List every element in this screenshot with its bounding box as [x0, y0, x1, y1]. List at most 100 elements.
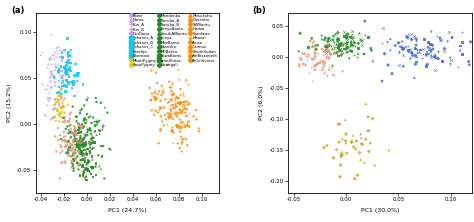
Point	[172, 99, 179, 103]
Point	[195, 129, 203, 133]
Point	[441, 49, 448, 53]
Point	[56, 176, 64, 180]
Point	[72, 151, 79, 155]
Point	[77, 144, 84, 148]
Point	[322, 36, 329, 40]
Point	[353, 139, 360, 143]
Point	[49, 116, 57, 120]
Point	[404, 44, 412, 48]
Point	[75, 125, 82, 129]
Point	[351, 40, 358, 44]
Point	[79, 145, 87, 149]
Point	[342, 141, 350, 145]
Point	[304, 59, 311, 62]
Point	[347, 36, 355, 39]
Point	[296, 64, 303, 68]
Point	[76, 147, 83, 150]
Point	[459, 52, 466, 56]
Point	[336, 122, 344, 126]
Point	[63, 145, 70, 149]
Point	[427, 43, 434, 46]
Point	[409, 38, 416, 42]
Point	[61, 161, 69, 165]
Point	[50, 107, 57, 111]
Point	[84, 147, 91, 151]
Point	[164, 111, 172, 115]
Point	[68, 161, 76, 165]
Point	[65, 139, 73, 143]
Point	[71, 133, 78, 137]
Point	[76, 139, 84, 143]
Point	[55, 67, 63, 71]
Point	[55, 101, 63, 105]
Point	[44, 83, 52, 87]
Point	[48, 73, 56, 77]
Point	[360, 52, 368, 56]
Point	[423, 64, 430, 68]
Point	[414, 51, 421, 54]
Point	[182, 100, 189, 103]
Point	[361, 33, 368, 37]
Point	[410, 77, 418, 80]
Point	[413, 38, 420, 41]
Point	[422, 53, 430, 57]
Point	[157, 127, 164, 131]
Point	[87, 142, 94, 146]
Point	[58, 69, 65, 73]
Point	[165, 100, 173, 104]
Point	[183, 106, 191, 109]
Point	[78, 139, 86, 142]
Point	[327, 67, 335, 70]
Point	[75, 146, 82, 149]
Point	[347, 44, 355, 48]
Point	[329, 156, 337, 160]
Point	[183, 121, 191, 125]
Point	[344, 40, 352, 44]
Point	[367, 47, 374, 50]
Point	[405, 50, 412, 54]
Point	[457, 44, 465, 48]
Point	[64, 61, 72, 65]
Point	[174, 124, 182, 127]
Point	[425, 52, 432, 56]
Point	[80, 141, 88, 145]
Point	[54, 62, 62, 66]
Point	[81, 176, 89, 180]
Point	[364, 129, 372, 133]
Point	[83, 147, 91, 151]
Point	[348, 29, 356, 33]
Point	[61, 84, 68, 87]
Point	[434, 57, 442, 60]
Point	[63, 64, 70, 67]
Point	[164, 115, 172, 119]
Point	[186, 102, 193, 105]
Point	[412, 53, 420, 57]
Point	[379, 26, 387, 29]
Point	[47, 69, 55, 73]
Point	[340, 30, 348, 34]
Point	[81, 104, 88, 107]
Point	[81, 148, 89, 152]
Point	[454, 65, 462, 68]
Point	[63, 143, 71, 146]
Point	[417, 48, 425, 52]
Point	[55, 69, 62, 73]
Point	[420, 38, 428, 41]
Point	[81, 144, 88, 147]
Point	[305, 46, 312, 49]
Point	[445, 30, 453, 34]
Point	[86, 152, 93, 155]
Point	[86, 114, 94, 118]
Point	[321, 71, 328, 75]
Point	[76, 143, 83, 146]
Point	[71, 126, 79, 130]
Point	[317, 60, 325, 64]
Point	[168, 125, 176, 128]
Point	[365, 129, 373, 132]
Text: (a): (a)	[12, 6, 25, 15]
Point	[325, 48, 333, 52]
Point	[84, 96, 91, 99]
Point	[55, 103, 63, 107]
Point	[151, 95, 158, 98]
Point	[316, 61, 323, 65]
